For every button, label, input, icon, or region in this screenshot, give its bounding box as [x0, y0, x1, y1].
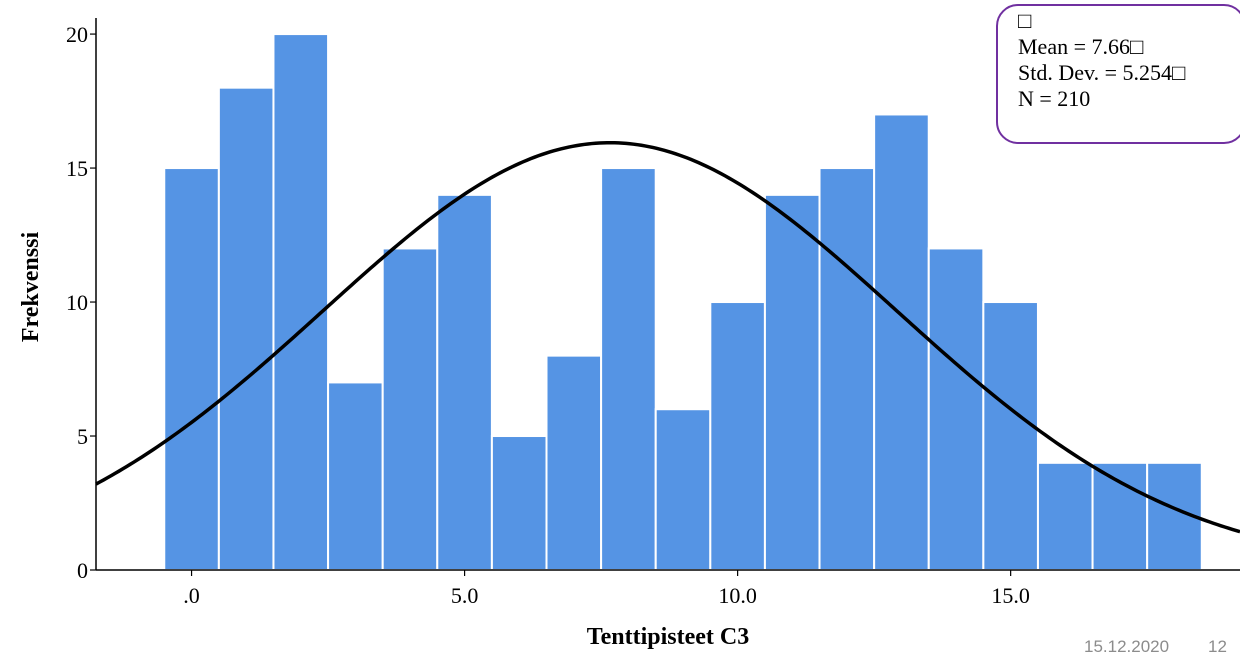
footer-page-number: 12	[1208, 637, 1227, 656]
histogram-bar	[1091, 461, 1149, 571]
histogram-bar	[272, 33, 330, 571]
histogram-bar	[545, 354, 603, 571]
footer-date: 15.12.2020	[1084, 637, 1170, 656]
stats-box	[996, 4, 1240, 144]
histogram-bar	[763, 193, 821, 571]
y-ticks-group: 0 5 10 15 20	[66, 22, 96, 583]
normal-curve	[95, 140, 1240, 534]
x-ticks-group: .0 5.0 10.0 15.0	[183, 570, 1030, 608]
histogram-bar	[1036, 461, 1094, 571]
y-tick-label: 0	[77, 558, 88, 583]
histogram-bar	[927, 247, 985, 572]
histogram-bar	[873, 113, 930, 571]
y-tick-label: 5	[77, 424, 88, 449]
y-axis-title: Frekvenssi	[18, 232, 44, 343]
x-axis-title: Tenttipisteet C3	[587, 624, 749, 650]
y-tick-label: 10	[66, 290, 88, 315]
histogram-bar	[327, 381, 384, 571]
histogram-bar	[600, 167, 657, 571]
stats-text: □ Mean = 7.66□ Std. Dev. = 5.254□ N = 210	[1018, 8, 1185, 112]
histogram-bar	[490, 435, 548, 571]
x-tick-label: 15.0	[991, 583, 1030, 608]
histogram-bar	[381, 247, 439, 572]
histogram-bar	[163, 167, 220, 571]
histogram-bar	[217, 86, 275, 572]
stats-std-dev: Std. Dev. = 5.254□	[1018, 60, 1186, 85]
histogram-bar	[982, 301, 1039, 571]
y-tick-label: 20	[66, 22, 88, 47]
histogram-bar	[709, 301, 766, 571]
stats-marker: □	[1018, 8, 1032, 33]
stats-n: N = 210	[1018, 86, 1091, 111]
x-tick-label: 10.0	[718, 583, 757, 608]
y-tick-label: 15	[66, 156, 88, 181]
histogram-bar	[436, 193, 493, 571]
x-tick-label: 5.0	[451, 583, 479, 608]
histogram-bar	[654, 408, 712, 571]
stats-mean: Mean = 7.66□	[1018, 34, 1144, 59]
bars-group	[163, 33, 1203, 572]
histogram-bar	[818, 167, 876, 571]
x-tick-label: .0	[183, 583, 200, 608]
